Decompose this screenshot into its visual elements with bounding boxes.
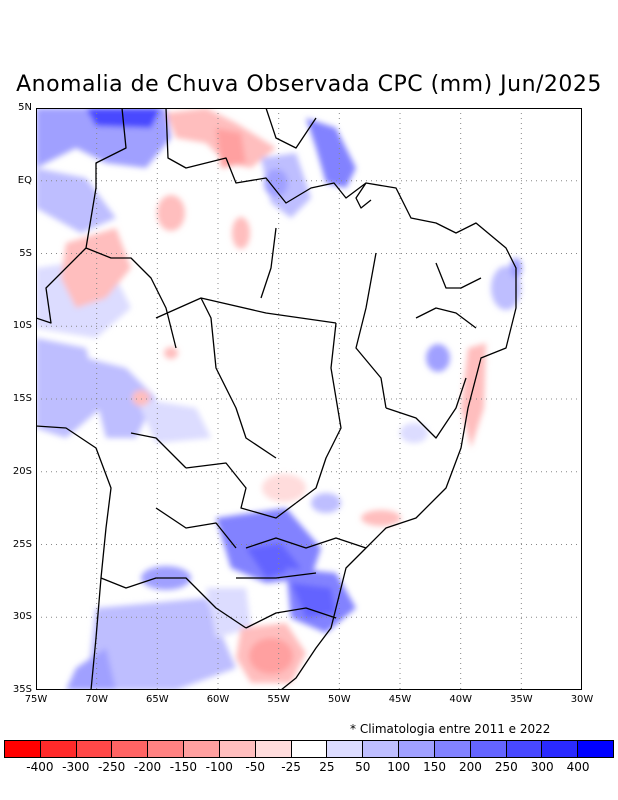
lon-label: 55W <box>259 694 299 705</box>
legend-swatch <box>256 741 292 757</box>
legend-swatch <box>578 741 613 757</box>
lon-label: 40W <box>441 694 481 705</box>
legend-swatch <box>327 741 363 757</box>
lat-label: 25S <box>0 539 32 550</box>
lon-label: 70W <box>77 694 117 705</box>
legend-swatch <box>77 741 113 757</box>
lon-label: 60W <box>198 694 238 705</box>
legend-swatch <box>5 741 41 757</box>
map-title: Anomalia de Chuva Observada CPC (mm) Jun… <box>0 72 618 97</box>
lon-label: 65W <box>137 694 177 705</box>
lon-label: 35W <box>501 694 541 705</box>
lon-label: 75W <box>16 694 56 705</box>
legend-swatch <box>471 741 507 757</box>
legend-swatch <box>184 741 220 757</box>
climatology-note: * Climatologia entre 2011 e 2022 <box>350 722 550 736</box>
legend-swatch <box>112 741 148 757</box>
legend-swatch <box>399 741 435 757</box>
lat-label: 5S <box>0 248 32 259</box>
lat-label: 15S <box>0 393 32 404</box>
lat-label: 10S <box>0 320 32 331</box>
rainfall-anomaly-map <box>36 108 582 690</box>
legend-label: 400 <box>556 760 600 774</box>
legend-swatch <box>363 741 399 757</box>
legend-swatch <box>542 741 578 757</box>
lat-label: 20S <box>0 466 32 477</box>
legend-swatch <box>41 741 77 757</box>
lat-label: EQ <box>0 175 32 186</box>
lat-label: 5N <box>0 102 32 113</box>
lat-label: 30S <box>0 611 32 622</box>
legend-swatch <box>148 741 184 757</box>
lon-label: 30W <box>562 694 602 705</box>
legend-swatch <box>292 741 328 757</box>
color-legend <box>4 740 614 758</box>
legend-swatch <box>435 741 471 757</box>
legend-swatch <box>220 741 256 757</box>
lon-label: 45W <box>380 694 420 705</box>
legend-swatch <box>507 741 543 757</box>
lon-label: 50W <box>319 694 359 705</box>
